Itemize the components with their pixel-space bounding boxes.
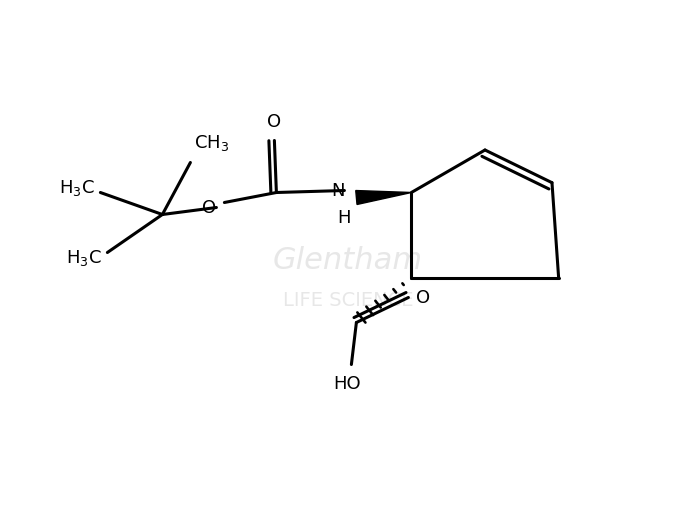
Text: O: O: [416, 289, 431, 306]
Text: H$_3$C: H$_3$C: [58, 177, 95, 198]
Text: H: H: [338, 209, 351, 227]
Text: CH$_3$: CH$_3$: [194, 133, 230, 152]
Text: O: O: [267, 112, 281, 131]
Text: O: O: [203, 199, 216, 216]
Text: LIFE SCIENCE: LIFE SCIENCE: [283, 291, 413, 309]
Text: N: N: [331, 181, 345, 200]
Text: HO: HO: [333, 374, 361, 393]
Polygon shape: [356, 190, 411, 204]
Text: Glentham: Glentham: [273, 245, 423, 275]
Text: H$_3$C: H$_3$C: [65, 248, 102, 267]
